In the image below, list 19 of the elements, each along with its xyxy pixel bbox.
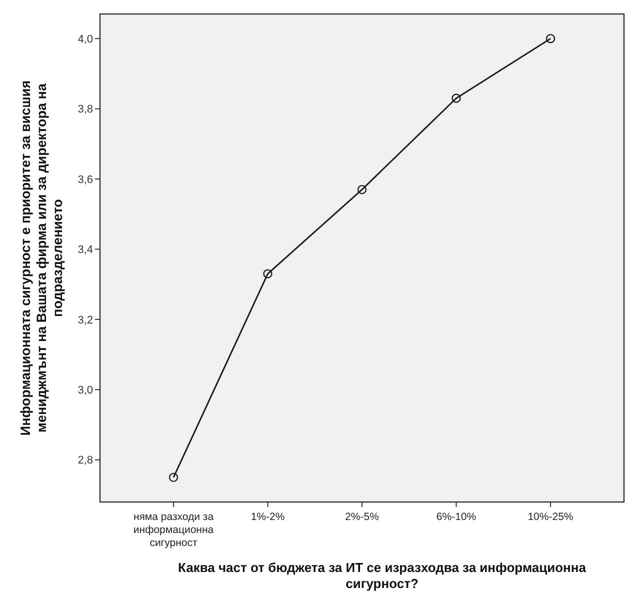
x-tick-label: 1%-2% [250, 511, 285, 523]
y-tick-label: 3,6 [78, 174, 93, 186]
x-tick-label: няма разходи за информационна сигурност [133, 511, 214, 549]
y-tick-label: 3,8 [78, 104, 93, 116]
point [168, 472, 178, 482]
point [546, 34, 556, 44]
y-tick-label: 3,0 [78, 384, 93, 397]
x-axis-title: Каква част от бюджета за ИТ се изразходва за информационна сигурност? [178, 560, 587, 591]
x-tick-label: 10%-25% [528, 511, 574, 523]
point [263, 269, 272, 278]
y-tick-label: 3,2 [78, 314, 93, 326]
y-tick-label: 2,8 [78, 454, 93, 467]
point [452, 94, 461, 103]
y-axis-title: Информационната сигурност е приоритет за висшия мениджмънт на Вашата фирма или за директора на подразделението [18, 80, 65, 436]
y-tick-label: 4,0 [78, 33, 93, 46]
x-tick-label: 6%-10% [436, 511, 476, 523]
y-tick-label: 3,4 [78, 244, 93, 256]
point [357, 184, 367, 194]
x-tick-label: 2%-5% [345, 511, 379, 523]
